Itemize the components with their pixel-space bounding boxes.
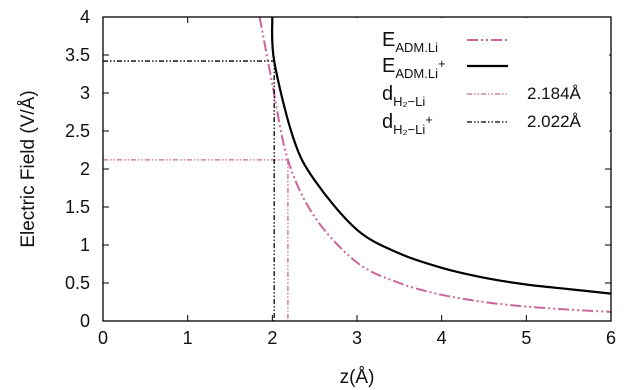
y-tick-label: 1.5 xyxy=(65,197,90,217)
y-tick-label: 3.5 xyxy=(65,45,90,65)
x-tick-label: 4 xyxy=(437,328,447,348)
x-tick-label: 0 xyxy=(98,328,108,348)
legend-value-3: 2.022Å xyxy=(527,112,582,131)
y-tick-label: 0.5 xyxy=(65,273,90,293)
y-tick-label: 4 xyxy=(80,7,90,27)
y-tick-label: 2.5 xyxy=(65,121,90,141)
y-tick-label: 0 xyxy=(80,311,90,331)
y-tick-label: 2 xyxy=(80,159,90,179)
legend-label-0: EADM.Li xyxy=(382,29,438,55)
legend-label-3: dH₂−Li+ xyxy=(382,111,433,137)
series-line-1 xyxy=(270,17,611,295)
x-tick-label: 2 xyxy=(267,328,277,348)
y-axis-label: Electric Field (V/Å) xyxy=(18,90,39,247)
x-tick-label: 5 xyxy=(521,328,531,348)
legend-label-1: EADM.Li+ xyxy=(382,55,446,81)
y-tick-label: 3 xyxy=(80,83,90,103)
x-axis-label: z(Å) xyxy=(340,367,375,388)
x-tick-label: 3 xyxy=(352,328,362,348)
y-tick-label: 1 xyxy=(80,235,90,255)
x-tick-label: 1 xyxy=(183,328,193,348)
x-tick-label: 6 xyxy=(606,328,616,348)
legend-background xyxy=(355,18,609,140)
legend-label-2: dH₂−Li xyxy=(382,83,425,109)
series-line-0 xyxy=(258,17,611,313)
legend-value-2: 2.184Å xyxy=(527,84,582,103)
